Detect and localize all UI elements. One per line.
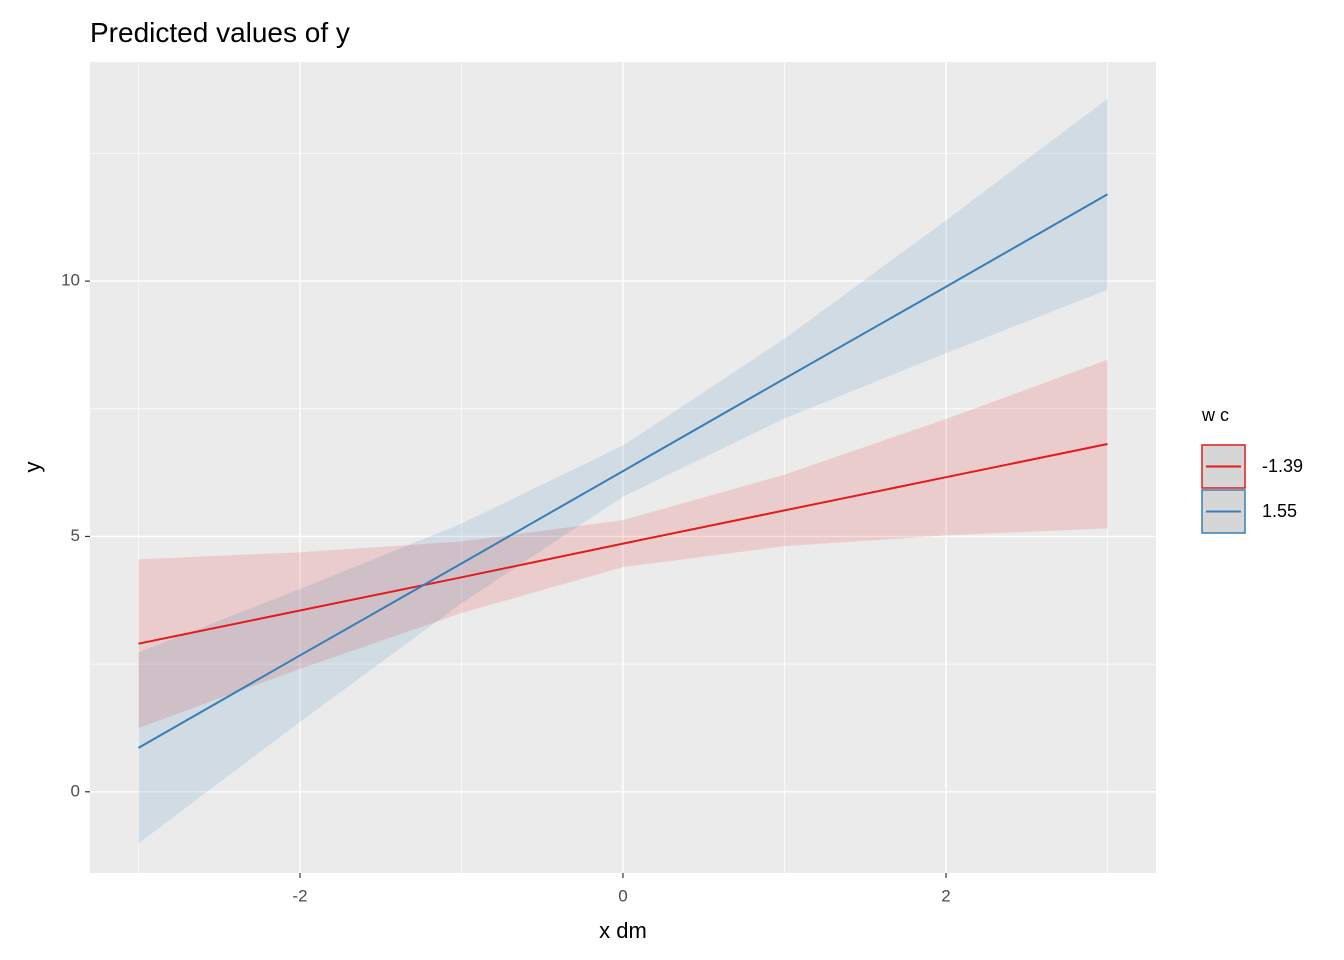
x-axis-title: x dm bbox=[599, 918, 647, 943]
x-tick-label: 0 bbox=[618, 886, 627, 905]
y-tick-label: 0 bbox=[71, 781, 80, 800]
legend: -1.39 1.55 bbox=[1201, 444, 1303, 534]
legend-title: w c bbox=[1201, 405, 1229, 425]
legend-label: 1.55 bbox=[1262, 501, 1297, 521]
chart-title: Predicted values of y bbox=[90, 17, 350, 48]
plot-area bbox=[137, 98, 1109, 844]
x-tick-label: -2 bbox=[292, 886, 307, 905]
y-tick-label: 5 bbox=[71, 526, 80, 545]
y-tick-label: 10 bbox=[61, 271, 80, 290]
line bbox=[138, 443, 1108, 645]
line bbox=[137, 193, 1109, 749]
legend-label: -1.39 bbox=[1262, 456, 1303, 476]
y-axis-title: y bbox=[20, 462, 45, 473]
x-tick-label: 2 bbox=[941, 886, 950, 905]
grid bbox=[90, 62, 1156, 873]
